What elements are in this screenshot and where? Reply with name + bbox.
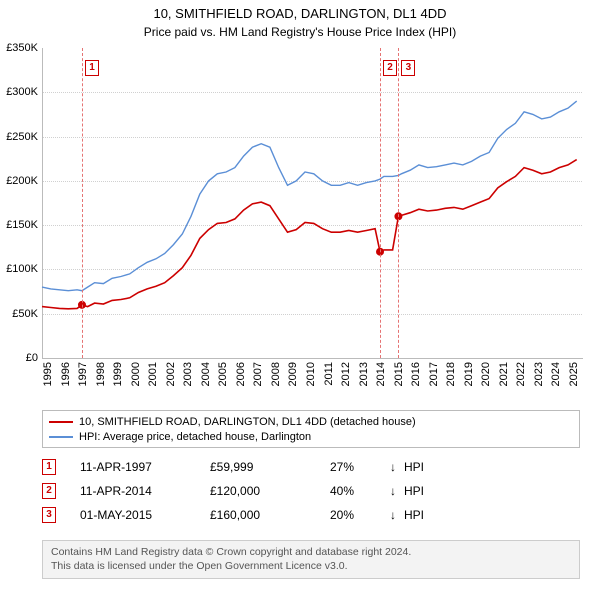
x-tick-label: 2013 [358,362,370,392]
x-tick-label: 2019 [463,362,475,392]
legend-item: HPI: Average price, detached house, Darl… [49,429,573,444]
x-tick-label: 1995 [42,362,54,392]
transaction-ref: HPI [404,508,424,522]
x-tick-label: 2011 [323,362,335,392]
marker-box-1: 1 [85,60,99,76]
marker-box-3: 3 [401,60,415,76]
transaction-row: 2 11-APR-2014£120,00040%↓HPI [42,479,580,503]
legend-label: HPI: Average price, detached house, Darl… [79,431,311,443]
marker-line-3 [398,48,399,358]
x-tick-label: 2000 [130,362,142,392]
x-tick-label: 1998 [95,362,107,392]
series-price_paid [42,160,577,309]
x-tick-label: 2010 [305,362,317,392]
x-tick-label: 2016 [410,362,422,392]
transaction-date: 01-MAY-2015 [80,508,210,522]
transaction-pct: 40% [330,484,390,498]
legend-swatch [49,436,73,438]
x-tick-label: 1999 [112,362,124,392]
x-tick-label: 2021 [498,362,510,392]
x-tick-label: 2024 [550,362,562,392]
x-tick-label: 2006 [235,362,247,392]
footer-line-2: This data is licensed under the Open Gov… [51,560,571,574]
legend-item: 10, SMITHFIELD ROAD, DARLINGTON, DL1 4DD… [49,414,573,429]
footer-line-1: Contains HM Land Registry data © Crown c… [51,546,571,560]
x-tick-label: 2012 [340,362,352,392]
footer-attribution: Contains HM Land Registry data © Crown c… [42,540,580,579]
legend: 10, SMITHFIELD ROAD, DARLINGTON, DL1 4DD… [42,410,580,448]
transaction-row: 3 01-MAY-2015£160,00020%↓HPI [42,503,580,527]
transaction-date: 11-APR-2014 [80,484,210,498]
transaction-date: 11-APR-1997 [80,460,210,474]
chart-title: 10, SMITHFIELD ROAD, DARLINGTON, DL1 4DD [0,0,600,23]
series-hpi [42,101,577,291]
transaction-marker: 3 [42,507,56,523]
legend-swatch [49,421,73,423]
x-tick-label: 2004 [200,362,212,392]
down-arrow-icon: ↓ [390,460,404,474]
x-tick-label: 2003 [182,362,194,392]
y-tick-label: £150K [0,219,38,231]
chart-lines [42,48,582,358]
x-tick-label: 2025 [568,362,580,392]
x-tick-label: 2005 [217,362,229,392]
x-tick-label: 2023 [533,362,545,392]
y-tick-label: £200K [0,175,38,187]
x-tick-label: 2008 [270,362,282,392]
down-arrow-icon: ↓ [390,508,404,522]
y-tick-label: £0 [0,352,38,364]
transaction-row: 1 11-APR-1997£59,99927%↓HPI [42,455,580,479]
x-tick-label: 2007 [252,362,264,392]
x-tick-label: 2002 [165,362,177,392]
transaction-marker: 1 [42,459,56,475]
transaction-price: £120,000 [210,484,330,498]
transactions-table: 111-APR-1997£59,99927%↓HPI211-APR-2014£1… [42,455,580,527]
x-tick-label: 2001 [147,362,159,392]
marker-box-2: 2 [383,60,397,76]
transaction-pct: 20% [330,508,390,522]
transaction-price: £160,000 [210,508,330,522]
x-tick-label: 2020 [480,362,492,392]
transaction-ref: HPI [404,484,424,498]
y-tick-label: £250K [0,131,38,143]
transaction-marker: 2 [42,483,56,499]
y-tick-label: £50K [0,308,38,320]
y-tick-label: £350K [0,42,38,54]
x-tick-label: 2017 [428,362,440,392]
x-tick-label: 2009 [287,362,299,392]
marker-line-2 [380,48,381,358]
legend-label: 10, SMITHFIELD ROAD, DARLINGTON, DL1 4DD… [79,416,416,428]
x-tick-label: 2015 [393,362,405,392]
transaction-pct: 27% [330,460,390,474]
y-tick-label: £100K [0,263,38,275]
x-tick-label: 1997 [77,362,89,392]
transaction-price: £59,999 [210,460,330,474]
x-tick-label: 2018 [445,362,457,392]
transaction-ref: HPI [404,460,424,474]
chart-subtitle: Price paid vs. HM Land Registry's House … [0,23,600,43]
marker-line-1 [82,48,83,358]
x-tick-label: 2014 [375,362,387,392]
down-arrow-icon: ↓ [390,484,404,498]
x-tick-label: 2022 [515,362,527,392]
y-tick-label: £300K [0,86,38,98]
x-tick-label: 1996 [60,362,72,392]
